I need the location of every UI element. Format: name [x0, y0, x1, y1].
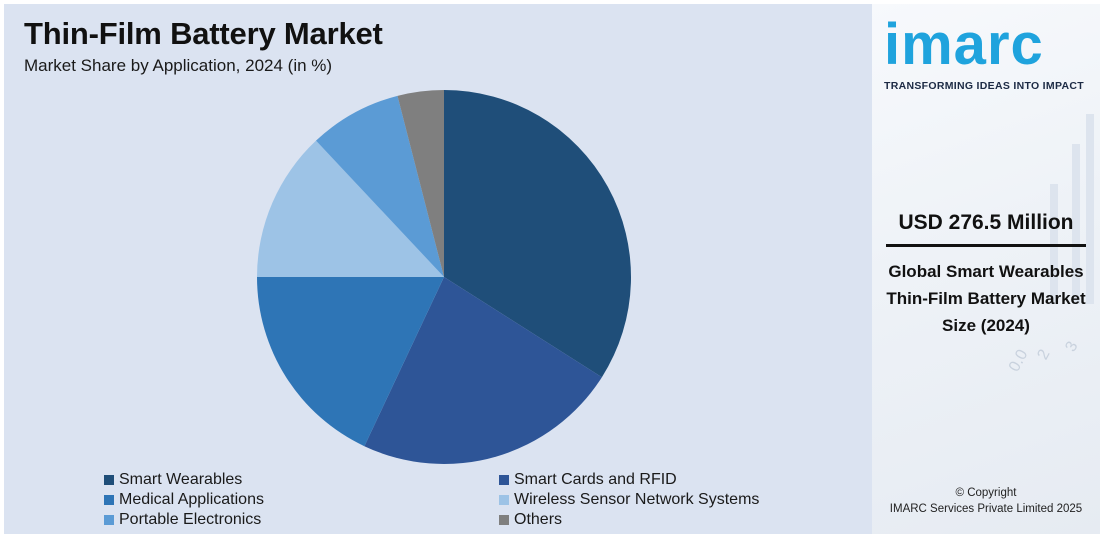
- pie-slice-others: [397, 90, 444, 277]
- logo-tagline: TRANSFORMING IDEAS INTO IMPACT: [884, 80, 1084, 92]
- side-panel: 0.0 2 3 imarc TRANSFORMING IDEAS INTO IM…: [872, 4, 1100, 534]
- legend-item: Wireless Sensor Network Systems: [499, 491, 759, 509]
- divider: [886, 244, 1086, 247]
- logo-wordmark: imarc: [884, 12, 1044, 77]
- legend-swatch: [104, 515, 114, 525]
- legend-item: Medical Applications: [104, 491, 264, 509]
- legend-item: Portable Electronics: [104, 511, 261, 529]
- legend-label: Portable Electronics: [119, 511, 262, 528]
- pie-slice-medical-applications: [257, 277, 444, 447]
- market-size-description: Global Smart Wearables Thin-Film Battery…: [886, 262, 1086, 335]
- legend-label: Medical Applications: [119, 491, 264, 508]
- legend-label: Smart Cards and RFID: [514, 471, 677, 488]
- legend-swatch: [104, 495, 114, 505]
- chart-panel: Thin-Film Battery Market Market Share by…: [4, 4, 872, 534]
- copyright: © Copyright IMARC Services Private Limit…: [872, 485, 1100, 517]
- pie-slice-portable-electronics: [315, 95, 444, 278]
- decorative-number: 3: [1062, 338, 1082, 355]
- chart-subtitle: Market Share by Application, 2024 (in %): [24, 56, 333, 75]
- pie-slice-smart-wearables: [444, 90, 632, 378]
- pie-chart: [257, 90, 632, 464]
- copyright-line-2: IMARC Services Private Limited 2025: [889, 503, 1083, 515]
- chart-title: Thin-Film Battery Market: [24, 16, 383, 51]
- decorative-bar: [1086, 114, 1094, 304]
- imarc-logo: imarc TRANSFORMING IDEAS INTO IMPACT: [884, 12, 1094, 93]
- pie-slice-smart-cards-and-rfid: [364, 277, 602, 464]
- legend-swatch: [499, 515, 509, 525]
- legend-swatch: [499, 495, 509, 505]
- legend-swatch: [104, 475, 114, 485]
- legend-label: Wireless Sensor Network Systems: [514, 491, 760, 508]
- copyright-line-1: © Copyright: [955, 487, 1017, 499]
- legend-label: Others: [514, 511, 563, 528]
- pie-slice-wireless-sensor-network-systems: [257, 140, 444, 277]
- legend-label: Smart Wearables: [119, 471, 243, 488]
- legend-item: Others: [499, 511, 562, 529]
- legend-item: Smart Cards and RFID: [499, 471, 677, 489]
- decorative-bar: [1072, 144, 1080, 304]
- legend-swatch: [499, 475, 509, 485]
- market-size-value: USD 276.5 Million: [898, 211, 1074, 234]
- decorative-number: 0.0: [1005, 346, 1032, 375]
- legend-item: Smart Wearables: [104, 471, 242, 489]
- decorative-number: 2: [1034, 346, 1054, 363]
